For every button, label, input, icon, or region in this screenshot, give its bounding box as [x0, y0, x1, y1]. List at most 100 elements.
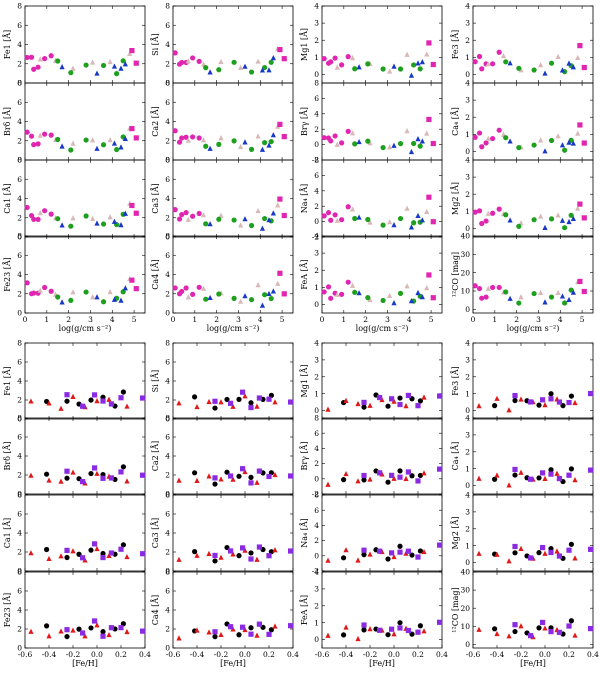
- data-point-purple: [540, 470, 546, 476]
- y-tick-label: 8: [17, 414, 22, 423]
- data-point-green: [365, 138, 371, 144]
- y-tick-label: 0: [17, 79, 22, 88]
- y-tick-label: 2: [165, 548, 170, 557]
- data-point-purple: [415, 554, 421, 560]
- x-tick-label: 4: [558, 315, 563, 324]
- x-tick-label: 0: [23, 315, 28, 324]
- data-point-green: [100, 62, 107, 69]
- y-tick-label: 8: [17, 568, 22, 577]
- data-point-black: [236, 473, 242, 479]
- y-tick-label: 3: [465, 96, 470, 105]
- data-point-pink: [575, 54, 581, 61]
- data-point-red: [218, 399, 224, 405]
- data-point-magenta: [196, 284, 202, 290]
- x-tick-label: 4: [110, 315, 115, 324]
- panel-frame: [172, 494, 294, 572]
- data-point-blue: [266, 290, 272, 297]
- data-point-purple: [92, 392, 98, 398]
- y-tick-label: 6: [165, 587, 170, 596]
- data-point-pink: [70, 140, 76, 146]
- data-point-magenta: [483, 294, 489, 300]
- data-point-purple: [64, 392, 70, 398]
- y-axis-label: Brδ [Å]: [3, 441, 12, 470]
- data-point-magenta-sq: [430, 140, 436, 147]
- data-point-pink: [107, 137, 113, 143]
- data-point-blue: [94, 145, 100, 151]
- data-point-magenta: [321, 56, 327, 62]
- y-tick-label: 8: [314, 156, 319, 165]
- data-point-magenta: [190, 134, 196, 140]
- data-point-red: [230, 403, 236, 409]
- data-point-red: [242, 393, 248, 399]
- data-point-green: [262, 64, 268, 71]
- data-point-purple: [80, 555, 86, 561]
- y-tick-label: 10: [460, 622, 470, 631]
- data-point-red: [367, 476, 373, 482]
- data-point-pink: [538, 289, 544, 296]
- data-point-green: [68, 70, 74, 76]
- data-point-purple: [100, 554, 106, 561]
- y-tick-label: 4: [165, 529, 170, 538]
- data-point-pink: [424, 208, 430, 215]
- x-tick-label: 1: [492, 315, 497, 324]
- data-point-green: [397, 215, 404, 222]
- data-point-purple: [240, 466, 246, 472]
- data-point-green: [100, 299, 107, 305]
- data-point-green: [562, 300, 568, 306]
- data-point-magenta: [24, 204, 30, 211]
- data-point-magenta: [35, 216, 41, 223]
- y-axis-label: Fe3 [Å]: [451, 366, 460, 396]
- data-point-magenta-sq: [577, 122, 583, 128]
- y-tick-label: 8: [165, 2, 170, 11]
- data-point-black: [397, 543, 403, 549]
- x-tick-label: 0.0: [239, 650, 251, 659]
- data-point-magenta: [496, 284, 502, 291]
- data-point-magenta: [172, 285, 178, 291]
- y-tick-label: 2: [314, 459, 319, 468]
- data-point-purple: [361, 399, 367, 405]
- y-tick-label: 1: [465, 541, 470, 550]
- data-point-red: [194, 477, 200, 483]
- data-point-blue: [408, 297, 415, 304]
- data-point-purple: [566, 472, 572, 478]
- data-point-black: [385, 403, 391, 409]
- x-tick-label: 2: [363, 315, 368, 324]
- data-point-purple: [256, 468, 262, 474]
- data-point-black: [397, 395, 403, 401]
- data-point-magenta-sq: [129, 126, 135, 132]
- data-point-blue: [270, 288, 276, 294]
- data-point-red: [367, 626, 373, 632]
- data-point-blue: [207, 145, 213, 151]
- data-point-red: [391, 553, 397, 560]
- data-point-purple: [240, 545, 246, 551]
- data-point-magenta-sq: [129, 202, 135, 209]
- y-tick-label: 8: [17, 79, 22, 88]
- data-point-black: [120, 621, 126, 627]
- data-point-green: [114, 71, 120, 77]
- x-axis-label: [Fe/H]: [369, 659, 395, 668]
- data-point-blue: [507, 217, 513, 223]
- data-point-purple: [405, 469, 411, 475]
- data-point-green: [203, 296, 209, 302]
- y-tick-label: 0: [165, 233, 170, 242]
- data-point-pink: [275, 280, 281, 286]
- data-point-blue: [415, 289, 421, 296]
- data-point-black: [417, 472, 423, 479]
- data-point-pink: [334, 291, 340, 297]
- x-tick-label: -0.4: [339, 650, 354, 659]
- data-point-magenta: [321, 213, 327, 219]
- panel-frame: [321, 235, 443, 314]
- panel-frame: [24, 235, 146, 314]
- y-tick-label: 1: [465, 130, 470, 139]
- data-point-pink: [218, 135, 224, 141]
- data-point-green: [100, 142, 107, 148]
- data-point-black: [512, 397, 518, 404]
- data-point-purple: [212, 629, 218, 635]
- y-tick-label: 8: [165, 568, 170, 577]
- data-point-purple: [140, 628, 146, 634]
- data-point-pink: [90, 294, 96, 300]
- y-tick-label: 4: [17, 377, 22, 386]
- y-tick-label: 4: [165, 270, 170, 279]
- y-tick-label: 6: [165, 510, 170, 519]
- data-point-pink: [70, 215, 76, 221]
